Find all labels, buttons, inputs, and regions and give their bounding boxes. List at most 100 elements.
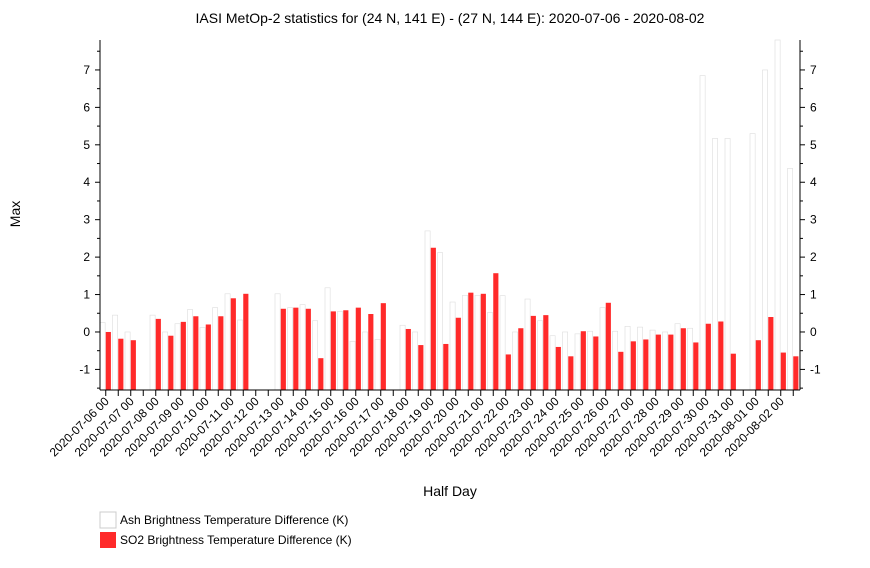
y-ticks-layer: -1 -1 0 0 1 1 2 2 3 3 4 4 5 5 6 6 7 7 [79,50,821,389]
ash-bar-38 [574,333,581,391]
ash-bar-35 [537,320,543,391]
legend-swatch-so2 [100,532,116,548]
so2-bar-8 [205,324,211,390]
ash-bar-8 [199,327,206,391]
so2-bar-2 [130,340,136,390]
so2-bar-55 [793,356,799,390]
ash-bar-21 [362,331,368,391]
so2-bar-4 [155,318,161,390]
ash-bar-6 [174,323,181,391]
y-tick-label-right: 0 [810,325,817,339]
so2-bar-38 [580,331,586,390]
so2-bar-20 [355,307,361,390]
so2-bar-41 [618,351,624,390]
so2-bar-15 [293,307,299,390]
so2-bar-49 [718,321,724,390]
so2-bar-30 [480,293,486,390]
ash-bar-19 [337,311,343,391]
so2-bar-40 [605,302,611,390]
ash-bar-29 [462,294,468,391]
y-tick-label-right: 3 [810,213,817,227]
so2-bar-35 [543,315,549,390]
ash-bar-7 [187,309,193,391]
ash-bar-4 [149,314,156,391]
y-tick-label-left: 5 [83,138,90,152]
ash-bar-32 [499,295,506,391]
ash-bar-48 [699,75,706,391]
ash-bar-53 [762,69,768,391]
so2-bar-22 [380,303,386,390]
so2-bar-10 [230,298,236,390]
y-tick-label-right: 2 [810,250,817,264]
ash-bar-1 [112,314,118,391]
so2-bar-33 [518,328,524,390]
legend-label-ash: Ash Brightness Temperature Difference (K… [120,513,348,527]
ash-bar-27 [437,252,443,391]
so2-bar-53 [768,317,774,390]
y-axis-label: Max [7,201,23,227]
ash-bar-55 [787,168,793,391]
ash-bar-44 [649,329,656,391]
so2-bar-28 [455,317,461,390]
ash-bar-41 [612,330,618,391]
so2-bar-32 [505,354,511,390]
so2-bar-36 [555,346,561,390]
so2-bar-21 [368,314,374,390]
so2-bar-37 [568,356,574,390]
ash-bar-33 [512,331,518,391]
so2-bar-50 [730,353,736,390]
ash-bar-47 [687,327,693,391]
legend-label-so2: SO2 Brightness Temperature Difference (K… [120,533,352,547]
x-axis-label: Half Day [423,483,477,499]
ash-bar-9 [212,307,218,391]
ash-bar-11 [237,319,243,391]
so2-bar-44 [655,334,661,390]
ash-bar-52 [749,133,756,391]
ash-bar-40 [599,307,606,391]
so2-bar-25 [418,345,424,390]
y-tick-label-left: 1 [83,288,90,302]
so2-bar-11 [243,293,249,390]
ash-bar-30 [474,294,481,391]
so2-bar-54 [780,352,786,390]
y-tick-label-left: 2 [83,250,90,264]
so2-bar-52 [755,340,761,390]
so2-bar-1 [118,338,124,390]
so2-bar-7 [193,316,199,390]
so2-bar-19 [343,310,349,390]
so2-bar-39 [593,336,599,390]
ash-bar-2 [124,331,131,391]
y-tick-label-left: 7 [83,63,90,77]
so2-bar-43 [643,339,649,390]
y-tick-label-right: 5 [810,138,817,152]
ash-bar-37 [562,331,568,391]
ash-bar-24 [399,324,406,391]
y-tick-label-left: 3 [83,213,90,227]
y-tick-label-left: -1 [79,362,90,376]
ash-bar-46 [674,323,681,391]
ash-bar-42 [624,326,631,391]
so2-bar-5 [168,335,174,390]
legend-swatch-ash [99,511,117,529]
ash-bar-16 [299,304,306,391]
ash-bar-20 [349,341,356,391]
so2-bar-9 [218,316,224,390]
so2-bar-48 [705,323,711,390]
so2-bar-46 [680,328,686,390]
ash-bar-22 [374,339,381,391]
chart-title: IASI MetOp-2 statistics for (24 N, 141 E… [196,10,705,26]
ash-bar-18 [324,287,331,391]
ash-bar-34 [524,298,531,391]
legend: Ash Brightness Temperature Difference (K… [99,511,352,548]
ash-bar-15 [287,307,293,391]
so2-bar-42 [630,341,636,390]
so2-bar-34 [530,315,536,390]
ash-bar-28 [449,301,456,391]
ash-bar-17 [312,320,318,391]
so2-bar-14 [280,308,286,390]
ash-bar-45 [662,331,668,391]
ash-bar-0 [99,322,106,391]
ash-bar-39 [587,330,593,391]
y-tick-label-right: 6 [810,100,817,114]
